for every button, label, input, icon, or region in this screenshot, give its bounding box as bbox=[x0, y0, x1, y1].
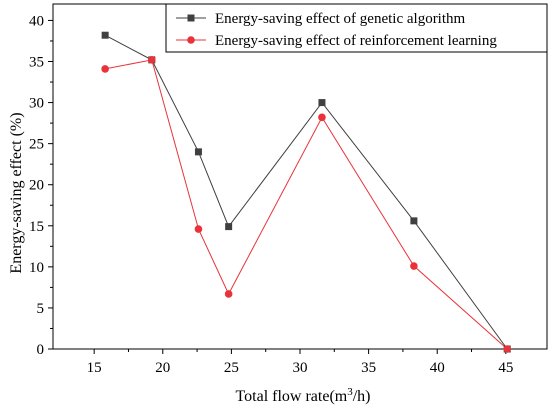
series-markers bbox=[101, 31, 512, 353]
legend-marker-circle bbox=[187, 36, 195, 44]
y-tick-label: 40 bbox=[29, 13, 44, 29]
legend-marker-square bbox=[187, 14, 195, 22]
y-tick-label: 5 bbox=[37, 301, 45, 317]
x-tick-label: 35 bbox=[361, 360, 376, 376]
series-lines bbox=[104, 34, 508, 350]
data-point-circle bbox=[101, 65, 109, 73]
data-point-square bbox=[318, 99, 326, 107]
data-point-square bbox=[225, 223, 233, 231]
y-tick-label: 10 bbox=[29, 260, 44, 276]
x-tick-label: 20 bbox=[155, 360, 170, 376]
legend-label-2: Energy-saving effect of reinforcement le… bbox=[215, 33, 497, 49]
y-tick-label: 0 bbox=[37, 342, 45, 358]
x-axis-title: Total flow rate(m3/h) bbox=[235, 386, 370, 405]
series-line-2 bbox=[105, 59, 508, 350]
data-point-circle bbox=[410, 262, 418, 270]
data-point-circle bbox=[194, 225, 203, 233]
x-tick-label: 45 bbox=[498, 360, 513, 376]
data-point-square bbox=[101, 31, 109, 39]
data-point-square bbox=[194, 148, 202, 156]
y-tick-label: 25 bbox=[29, 137, 44, 153]
x-tick-label: 30 bbox=[293, 360, 308, 376]
data-point-circle bbox=[148, 56, 156, 64]
data-point-square bbox=[410, 217, 418, 225]
data-point-circle bbox=[503, 345, 512, 353]
x-tick-label: 15 bbox=[87, 360, 102, 376]
data-point-circle bbox=[224, 290, 233, 298]
legend-box bbox=[165, 3, 548, 53]
plot-frame bbox=[52, 3, 548, 350]
y-axis-title: Energy-saving effect (%) bbox=[8, 112, 25, 273]
legend: Energy-saving effect of genetic algorith… bbox=[165, 3, 548, 53]
axes: 15 20 25 30 35 40 45 0 5 10 15 20 25 30 35 40 bbox=[29, 3, 548, 376]
y-tick-label: 30 bbox=[29, 96, 44, 112]
y-tick-label: 35 bbox=[29, 55, 44, 71]
series-line-1 bbox=[104, 34, 508, 350]
legend-label-1: Energy-saving effect of genetic algorith… bbox=[215, 11, 466, 27]
y-tick-label: 15 bbox=[29, 219, 44, 235]
y-tick-label: 20 bbox=[29, 178, 44, 194]
data-point-circle bbox=[318, 113, 326, 122]
x-tick-label: 40 bbox=[430, 360, 445, 376]
x-tick-label: 25 bbox=[224, 360, 239, 376]
